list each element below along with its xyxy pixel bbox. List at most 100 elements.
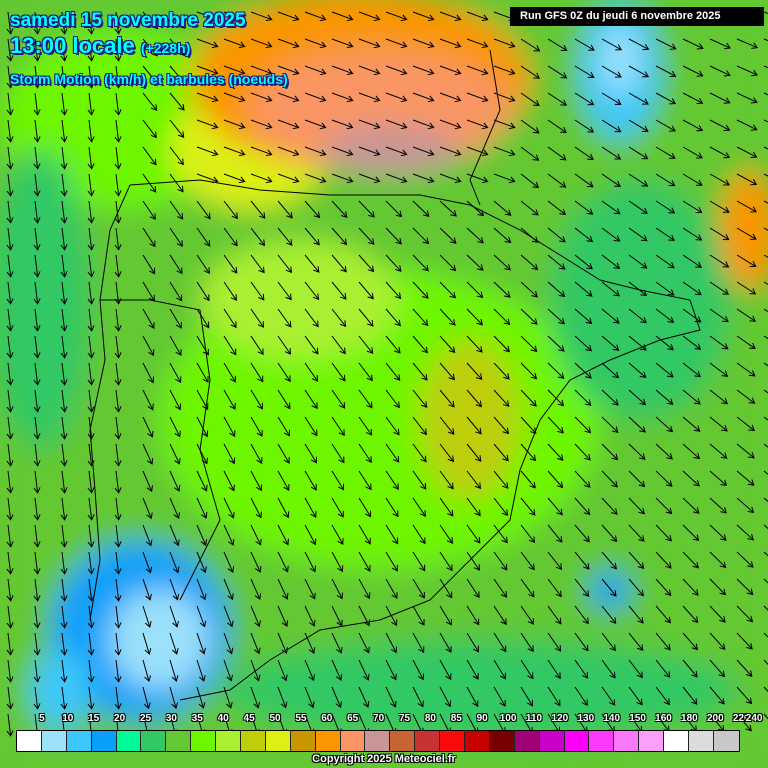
- wind-arrow: [60, 443, 68, 467]
- wind-arrow: [114, 416, 122, 440]
- wind-arrow: [169, 281, 183, 302]
- legend-label: 55: [295, 713, 307, 724]
- wind-arrow: [547, 308, 566, 325]
- wind-arrow: [6, 119, 14, 143]
- wind-arrow: [169, 119, 185, 139]
- wind-arrow: [331, 281, 347, 300]
- wind-arrow: [358, 632, 370, 654]
- wind-arrow: [601, 335, 620, 352]
- wind-arrow: [763, 551, 768, 557]
- wind-arrow: [114, 308, 122, 332]
- wind-arrow: [520, 335, 538, 353]
- wind-arrow: [709, 65, 731, 77]
- wind-arrow: [6, 497, 14, 521]
- wind-arrow: [412, 119, 435, 130]
- wind-arrow: [763, 281, 768, 286]
- wind-arrow: [736, 605, 754, 623]
- wind-arrow: [682, 146, 703, 159]
- wind-arrow: [466, 470, 482, 490]
- wind-arrow: [466, 119, 489, 130]
- wind-arrow: [87, 551, 95, 575]
- wind-arrow: [169, 416, 181, 438]
- wind-arrow: [628, 119, 649, 132]
- legend-label: 30: [165, 713, 177, 724]
- wind-arrow: [169, 308, 182, 329]
- wind-arrow: [60, 362, 68, 386]
- wind-arrow: [547, 551, 563, 571]
- wind-arrow: [655, 470, 673, 487]
- wind-arrow: [385, 92, 408, 103]
- wind-arrow: [763, 308, 768, 313]
- wind-arrow: [682, 254, 703, 268]
- wind-arrow: [385, 119, 408, 130]
- wind-arrow: [439, 551, 453, 572]
- wind-arrow: [277, 173, 300, 184]
- legend-swatch: [390, 731, 416, 751]
- wind-arrow: [601, 389, 619, 406]
- wind-arrow: [223, 308, 237, 329]
- wind-arrow: [331, 389, 346, 409]
- wind-arrow: [736, 578, 754, 596]
- wind-arrow: [169, 11, 186, 29]
- wind-arrow: [142, 524, 153, 547]
- wind-arrow: [493, 119, 516, 130]
- wind-arrow: [763, 578, 768, 584]
- wind-arrow: [709, 200, 730, 213]
- wind-arrow: [601, 416, 619, 433]
- wind-arrow: [493, 416, 510, 435]
- wind-arrow: [169, 146, 184, 166]
- wind-arrow: [142, 632, 152, 655]
- wind-arrow: [520, 38, 541, 52]
- wind-arrow: [142, 335, 155, 357]
- wind-arrow: [6, 92, 14, 116]
- wind-arrow: [304, 578, 316, 600]
- wind-arrow: [628, 173, 649, 187]
- wind-arrow: [33, 551, 41, 575]
- wind-arrow: [763, 416, 768, 421]
- wind-arrow: [736, 389, 756, 404]
- wind-arrow: [574, 389, 592, 407]
- wind-arrow: [169, 65, 185, 84]
- wind-arrow: [682, 200, 703, 214]
- wind-arrow: [331, 65, 354, 76]
- wind-arrow: [196, 578, 207, 601]
- wind-arrow: [736, 524, 754, 541]
- wind-arrow: [736, 65, 758, 77]
- wind-arrow: [250, 227, 266, 247]
- wind-arrow: [223, 92, 246, 103]
- wind-arrow: [33, 173, 41, 197]
- wind-arrow: [331, 335, 346, 355]
- wind-arrow: [601, 308, 620, 324]
- wind-arrow: [574, 551, 590, 570]
- wind-arrow: [466, 605, 480, 626]
- wind-arrow: [114, 11, 122, 35]
- wind-arrow: [709, 254, 730, 268]
- wind-arrow: [682, 335, 702, 350]
- wind-arrow: [574, 686, 588, 707]
- wind-arrow: [114, 38, 122, 62]
- wind-arrow: [493, 335, 511, 353]
- wind-arrow: [574, 605, 589, 625]
- wind-arrow: [277, 524, 289, 546]
- wind-arrow: [655, 389, 674, 405]
- wind-arrow: [439, 173, 462, 184]
- wind-arrow: [709, 119, 731, 132]
- forecast-time: 13:00 locale (+228h): [10, 33, 190, 59]
- wind-arrow: [385, 173, 408, 184]
- wind-arrow: [709, 362, 729, 377]
- wind-arrow: [466, 173, 489, 184]
- wind-arrow: [520, 551, 535, 571]
- wind-arrow: [682, 173, 703, 186]
- legend-label: 85: [450, 713, 462, 724]
- wind-arrow: [87, 578, 95, 602]
- wind-arrow: [114, 173, 122, 197]
- wind-arrow: [33, 254, 41, 278]
- wind-arrow: [196, 497, 208, 519]
- wind-arrow: [169, 659, 179, 682]
- legend-swatch: [639, 731, 665, 751]
- wind-arrow: [250, 686, 261, 709]
- wind-arrow: [655, 119, 676, 132]
- wind-arrow: [628, 686, 643, 706]
- wind-arrow: [196, 92, 219, 103]
- wind-arrow: [6, 254, 14, 278]
